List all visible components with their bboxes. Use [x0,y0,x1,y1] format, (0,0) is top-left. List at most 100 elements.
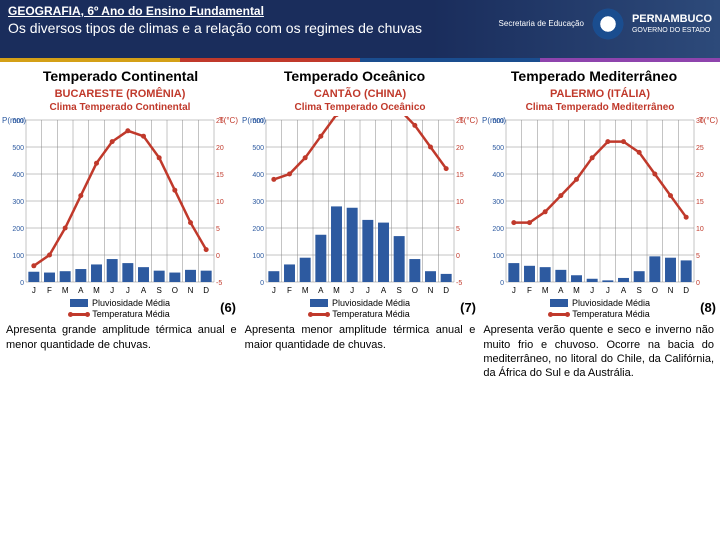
svg-text:J: J [512,286,516,295]
p-axis-label: P(mm) [2,116,26,125]
svg-text:J: J [110,286,114,295]
shield-icon [590,6,626,42]
chart-box: P(mm) T(°C) 0100200300400500600-50510152… [242,116,478,296]
legend-temp: Temperatura Média [572,309,650,319]
location-label: BUCARESTE (ROMÊNIA)Clima Temperado Conti… [2,86,238,116]
svg-text:0: 0 [500,280,504,287]
svg-text:D: D [683,286,689,295]
state-logo: Secretaria de Educação PERNAMBUCO GOVERN… [499,6,712,42]
legend-temp: Temperatura Média [332,309,410,319]
svg-text:M: M [302,286,309,295]
title-2: Temperado Oceânico [284,68,425,84]
svg-text:20: 20 [456,145,464,152]
figure-number: (8) [700,300,716,315]
t-axis-label: T(°C) [219,116,238,125]
svg-text:400: 400 [492,172,504,179]
svg-text:J: J [272,286,276,295]
svg-text:15: 15 [456,172,464,179]
svg-text:S: S [156,286,161,295]
svg-text:J: J [32,286,36,295]
svg-text:O: O [412,286,418,295]
logo-state: PERNAMBUCO [632,13,712,25]
svg-text:20: 20 [216,145,224,152]
svg-text:O: O [172,286,178,295]
logo-secretaria: Secretaria de Educação [499,20,584,28]
t-axis-label: T(°C) [699,116,718,125]
color-stripe [0,58,720,62]
svg-text:25: 25 [696,145,704,152]
location-label: PALERMO (ITÁLIA)Clima Temperado Mediterr… [482,86,718,116]
svg-text:M: M [93,286,100,295]
svg-text:500: 500 [252,145,264,152]
page-header: GEOGRAFIA, 6º Ano do Ensino Fundamental … [0,0,720,62]
svg-text:300: 300 [492,199,504,206]
svg-text:15: 15 [696,199,704,206]
chart-panel-1: CANTÃO (CHINA)Clima Temperado Oceânico P… [242,86,478,319]
chart-panel-0: BUCARESTE (ROMÊNIA)Clima Temperado Conti… [2,86,238,319]
charts-row: BUCARESTE (ROMÊNIA)Clima Temperado Conti… [0,86,720,319]
svg-text:200: 200 [492,226,504,233]
svg-text:J: J [590,286,594,295]
bar-icon [550,299,568,307]
line-icon [70,313,88,316]
svg-text:500: 500 [12,145,24,152]
svg-text:N: N [188,286,194,295]
svg-text:200: 200 [12,226,24,233]
svg-text:J: J [126,286,130,295]
bar-icon [70,299,88,307]
svg-text:A: A [558,286,564,295]
chart-legend: Pluviosidade Média Temperatura Média [2,298,238,319]
svg-text:100: 100 [12,253,24,260]
svg-text:M: M [542,286,549,295]
svg-text:10: 10 [456,199,464,206]
svg-text:300: 300 [12,199,24,206]
legend-precip: Pluviosidade Média [572,298,650,308]
svg-text:0: 0 [260,280,264,287]
svg-text:J: J [366,286,370,295]
svg-text:5: 5 [696,253,700,260]
svg-text:O: O [652,286,658,295]
svg-text:M: M [333,286,340,295]
svg-text:10: 10 [696,226,704,233]
svg-text:A: A [141,286,147,295]
svg-text:F: F [47,286,52,295]
logo-text: PERNAMBUCO GOVERNO DO ESTADO [632,13,712,35]
chart-box: P(mm) T(°C) 0100200300400500600-50510152… [2,116,238,296]
chart-legend: Pluviosidade Média Temperatura Média [242,298,478,319]
t-axis-label: T(°C) [459,116,478,125]
svg-text:200: 200 [252,226,264,233]
svg-text:A: A [621,286,627,295]
svg-text:S: S [636,286,641,295]
svg-text:D: D [443,286,449,295]
chart-box: P(mm) T(°C) 0100200300400500600051015202… [482,116,718,296]
title-3: Temperado Mediterrâneo [511,68,677,84]
svg-text:J: J [606,286,610,295]
climograph-svg: 0100200300400500600051015202530JFMAMJJAS… [482,116,718,296]
bar-icon [310,299,328,307]
legend-precip: Pluviosidade Média [332,298,410,308]
svg-text:M: M [573,286,580,295]
svg-text:300: 300 [252,199,264,206]
svg-text:F: F [287,286,292,295]
svg-text:5: 5 [216,226,220,233]
svg-text:0: 0 [20,280,24,287]
location-label: CANTÃO (CHINA)Clima Temperado Oceânico [242,86,478,116]
climograph-svg: 0100200300400500600-50510152025JFMAMJJAS… [2,116,238,296]
svg-text:F: F [527,286,532,295]
chart-panel-2: PALERMO (ITÁLIA)Clima Temperado Mediterr… [482,86,718,319]
figure-number: (6) [220,300,236,315]
legend-temp: Temperatura Média [92,309,170,319]
svg-text:A: A [78,286,84,295]
svg-text:500: 500 [492,145,504,152]
desc-3: Apresenta verão quente e seco e inverno … [483,323,714,380]
line-icon [550,313,568,316]
svg-text:D: D [203,286,209,295]
svg-text:0: 0 [696,280,700,287]
svg-text:10: 10 [216,199,224,206]
svg-text:N: N [668,286,674,295]
figure-number: (7) [460,300,476,315]
svg-text:100: 100 [492,253,504,260]
svg-text:100: 100 [252,253,264,260]
desc-2: Apresenta menor amplitude térmica anual … [245,323,476,380]
svg-text:J: J [350,286,354,295]
